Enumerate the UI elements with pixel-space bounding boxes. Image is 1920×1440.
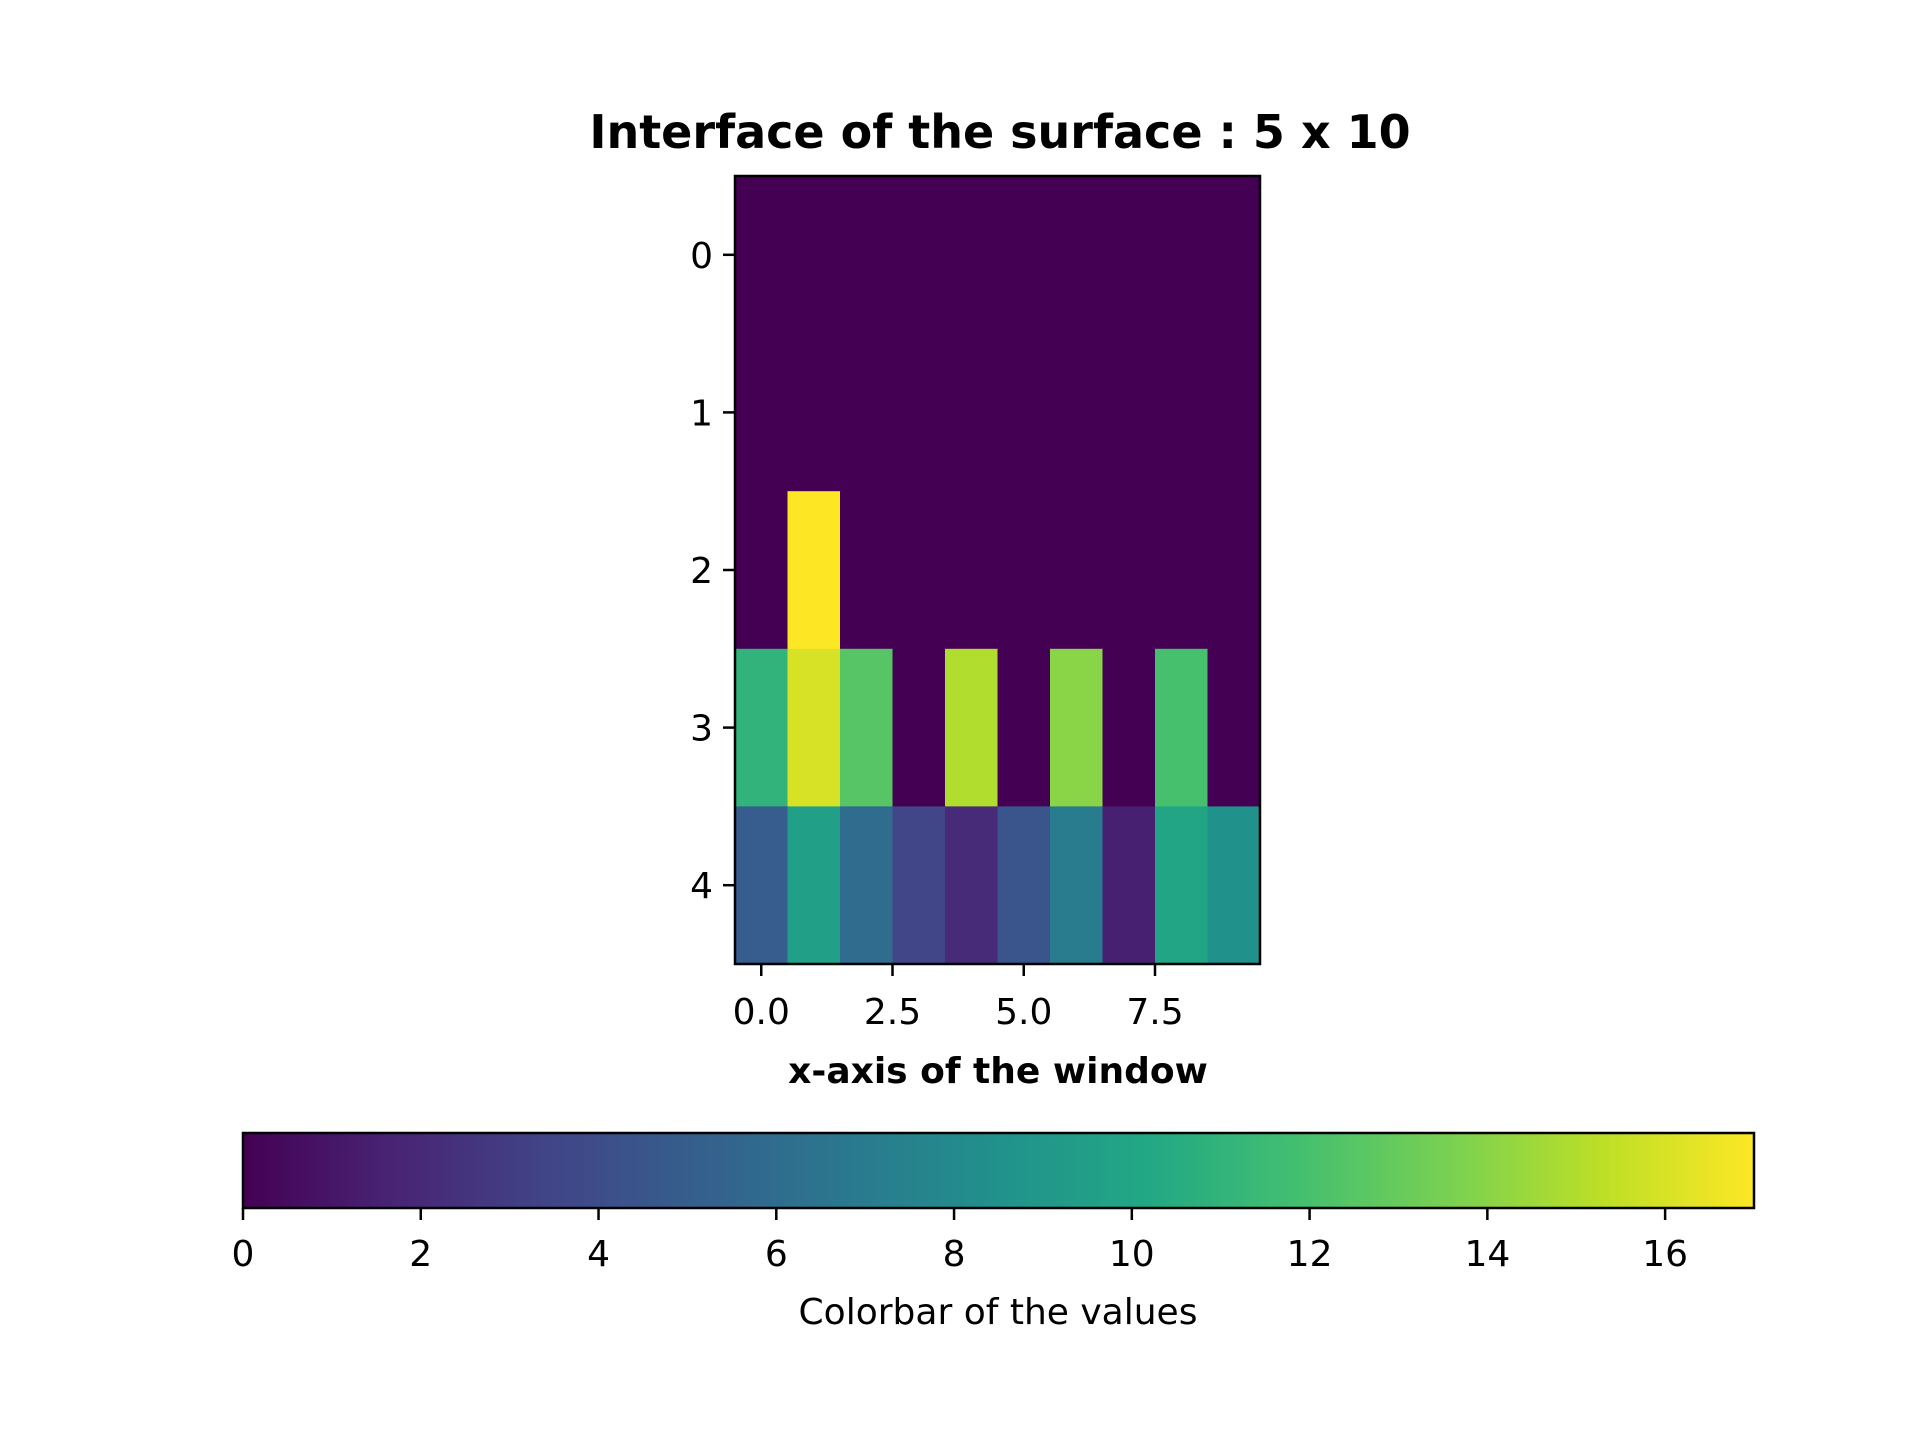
heatmap-cell-r0-c5 [997, 176, 1051, 335]
heatmap-cell-r2-c4 [945, 491, 999, 650]
heatmap-cell-r3-c3 [892, 648, 946, 807]
y-tick-label: 3 [690, 709, 713, 750]
x-tick-label: 2.5 [864, 992, 921, 1033]
heatmap-cell-r0-c2 [840, 176, 894, 335]
heatmap-cell-r1-c6 [1050, 333, 1104, 492]
heatmap-cell-r0-c4 [945, 176, 999, 335]
heatmap-cell-r4-c0 [735, 806, 789, 965]
heatmap-cell-r3-c9 [1207, 648, 1261, 807]
heatmap-cell-r0-c7 [1102, 176, 1156, 335]
heatmap-cell-r4-c5 [997, 806, 1051, 965]
heatmap-cell-r2-c7 [1102, 491, 1156, 650]
colorbar-tick-label: 0 [232, 1234, 255, 1275]
heatmap-cell-r1-c7 [1102, 333, 1156, 492]
colorbar-tick-label: 6 [765, 1234, 788, 1275]
x-tick-label: 5.0 [995, 992, 1052, 1033]
heatmap-cells [735, 176, 1261, 965]
x-axis-label: x-axis of the window [788, 1051, 1208, 1092]
heatmap-cell-r4-c3 [892, 806, 946, 965]
heatmap-cell-r1-c0 [735, 333, 789, 492]
colorbar-tick-label: 8 [943, 1234, 966, 1275]
heatmap-cell-r1-c8 [1155, 333, 1209, 492]
heatmap-cell-r4-c9 [1207, 806, 1261, 965]
y-axis-ticks: 0 1 2 3 4 [690, 236, 735, 907]
heatmap-cell-r3-c8 [1155, 648, 1209, 807]
heatmap-cell-r4-c7 [1102, 806, 1156, 965]
x-axis-ticks: 0.0 2.5 5.0 7.5 [733, 964, 1184, 1033]
colorbar-gradient [243, 1133, 1754, 1208]
heatmap-cell-r0-c0 [735, 176, 789, 335]
heatmap-cell-r1-c4 [945, 333, 999, 492]
heatmap-cell-r4-c2 [840, 806, 894, 965]
x-tick-label: 7.5 [1126, 992, 1183, 1033]
heatmap-cell-r3-c1 [787, 648, 841, 807]
heatmap-cell-r4-c1 [787, 806, 841, 965]
heatmap-cell-r0-c8 [1155, 176, 1209, 335]
colorbar-ticks: 0 2 4 6 8 10 12 14 16 [232, 1208, 1688, 1275]
heatmap-cell-r2-c5 [997, 491, 1051, 650]
colorbar-tick-label: 2 [409, 1234, 432, 1275]
colorbar-frame [241, 1131, 1756, 1210]
colorbar-tick-label: 16 [1642, 1234, 1688, 1275]
heatmap-cell-r3-c5 [997, 648, 1051, 807]
heatmap-cell-r1-c2 [840, 333, 894, 492]
heatmap-cell-r2-c3 [892, 491, 946, 650]
heatmap-cell-r1-c9 [1207, 333, 1261, 492]
colorbar-label: Colorbar of the values [799, 1292, 1198, 1333]
y-tick-label: 4 [690, 866, 713, 907]
heatmap-cell-r4-c4 [945, 806, 999, 965]
heatmap-cell-r3-c0 [735, 648, 789, 807]
heatmap-cell-r0-c6 [1050, 176, 1104, 335]
heatmap-cell-r2-c9 [1207, 491, 1261, 650]
heatmap-cell-r2-c2 [840, 491, 894, 650]
colorbar-tick-label: 12 [1287, 1234, 1333, 1275]
colorbar-tick-label: 10 [1109, 1234, 1155, 1275]
heatmap-cell-r2-c8 [1155, 491, 1209, 650]
colorbar-tick-label: 14 [1464, 1234, 1510, 1275]
colorbar-tick-label: 4 [587, 1234, 610, 1275]
heatmap-cell-r0-c9 [1207, 176, 1261, 335]
heatmap-cell-r3-c6 [1050, 648, 1104, 807]
heatmap-cell-r1-c5 [997, 333, 1051, 492]
y-tick-label: 1 [690, 393, 713, 434]
heatmap-cell-r3-c2 [840, 648, 894, 807]
y-tick-label: 0 [690, 236, 713, 277]
heatmap-cell-r2-c0 [735, 491, 789, 650]
chart-title: Interface of the surface : 5 x 10 [589, 105, 1410, 159]
heatmap-cell-r2-c1 [787, 491, 841, 650]
heatmap-cell-r3-c4 [945, 648, 999, 807]
heatmap-cell-r3-c7 [1102, 648, 1156, 807]
heatmap-cell-r1-c1 [787, 333, 841, 492]
heatmap-cell-r1-c3 [892, 333, 946, 492]
heatmap-cell-r0-c3 [892, 176, 946, 335]
x-tick-label: 0.0 [733, 992, 790, 1033]
heatmap-cell-r2-c6 [1050, 491, 1104, 650]
heatmap-cell-r4-c6 [1050, 806, 1104, 965]
heatmap-cell-r4-c8 [1155, 806, 1209, 965]
heatmap-cell-r0-c1 [787, 176, 841, 335]
y-tick-label: 2 [690, 551, 713, 592]
